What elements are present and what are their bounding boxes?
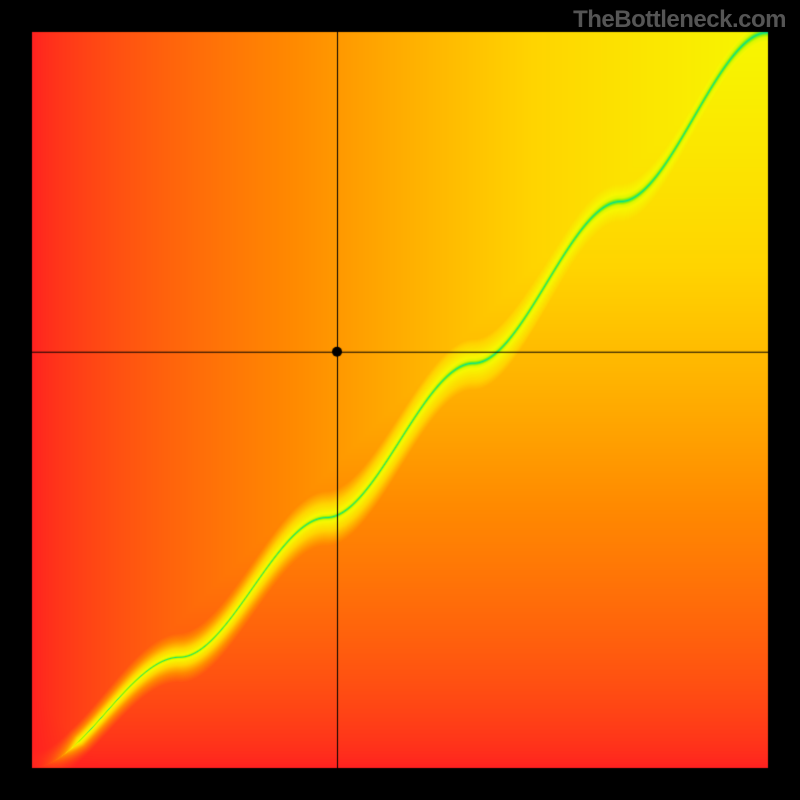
watermark-label: TheBottleneck.com: [573, 6, 786, 34]
chart-container: TheBottleneck.com: [0, 0, 800, 800]
bottleneck-heatmap: [0, 0, 800, 800]
